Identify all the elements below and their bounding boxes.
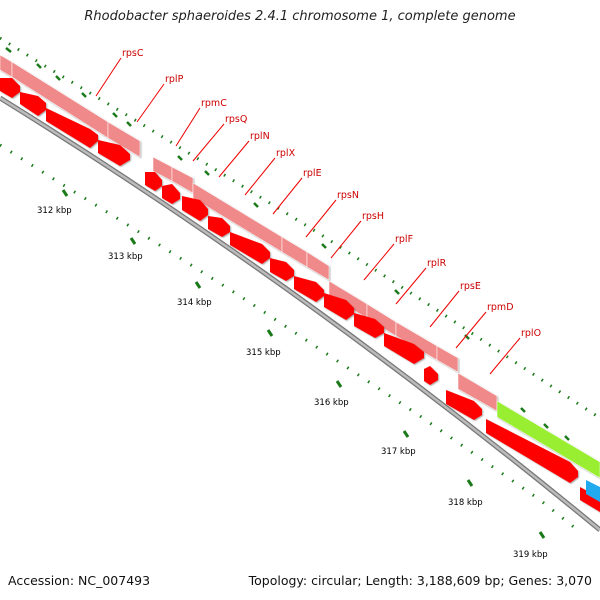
gene-label-rpsE[interactable]: rpsE xyxy=(460,281,481,292)
cds-rplO[interactable] xyxy=(384,333,424,364)
ruler-label: 314 kbp xyxy=(177,298,212,308)
cds-adk[interactable] xyxy=(446,390,482,420)
gene-rpsE[interactable] xyxy=(436,345,459,373)
cds-rpsH[interactable] xyxy=(230,232,270,264)
cds-rpsE[interactable] xyxy=(324,293,354,320)
accession-text: Accession: NC_007493 xyxy=(8,573,151,588)
gene-other-green[interactable] xyxy=(496,400,600,479)
cds-rpsN[interactable] xyxy=(208,216,230,237)
gene-label-rpmD[interactable]: rpmD xyxy=(487,302,514,313)
gene-rpmC[interactable] xyxy=(107,121,141,158)
cds-secY[interactable] xyxy=(424,366,438,385)
gene-labels: rpsC rplP rpmC rpsQ rplN rplX rplE rpsN … xyxy=(122,48,541,339)
ruler-label: 318 kbp xyxy=(448,498,483,508)
gene-label-rpsN[interactable]: rpsN xyxy=(337,190,359,201)
gene-rpsN[interactable] xyxy=(306,251,330,281)
cds-rplP[interactable] xyxy=(20,92,46,116)
cds-next[interactable] xyxy=(580,487,600,512)
genome-summary-text: Topology: circular; Length: 3,188,609 bp… xyxy=(248,573,592,588)
gene-label-rplX[interactable]: rplX xyxy=(276,148,296,159)
cds-rplF[interactable] xyxy=(270,258,294,281)
cds-rplR[interactable] xyxy=(294,276,324,302)
gc-content-track-outer xyxy=(0,36,600,420)
ruler-label: 319 kbp xyxy=(513,550,548,560)
cds-rpsC[interactable] xyxy=(0,78,20,98)
gene-label-leaders xyxy=(95,57,521,375)
cds-rplE[interactable] xyxy=(182,196,208,221)
gene-label-rpmC[interactable]: rpmC xyxy=(201,98,227,109)
gene-label-rpsH[interactable]: rpsH xyxy=(362,211,384,222)
gene-track-forward xyxy=(0,54,600,479)
gene-label-rpsQ[interactable]: rpsQ xyxy=(225,114,247,125)
ruler-label: 313 kbp xyxy=(108,252,143,262)
gene-rpsC[interactable] xyxy=(0,54,13,78)
map-title: Rhodobacter sphaeroides 2.4.1 chromosome… xyxy=(84,9,516,24)
gene-label-rpsC[interactable]: rpsC xyxy=(122,48,144,59)
gene-label-rplR[interactable]: rplR xyxy=(427,258,447,269)
gene-label-rplE[interactable]: rplE xyxy=(303,168,322,179)
cds-rpsQ[interactable] xyxy=(98,140,130,166)
gene-label-rplF[interactable]: rplF xyxy=(395,234,413,245)
cds-rpsM[interactable] xyxy=(486,419,578,483)
ruler-label: 312 kbp xyxy=(37,206,72,216)
ruler-major-ticks xyxy=(61,189,546,539)
cds-rplX[interactable] xyxy=(162,184,180,204)
ruler-label: 316 kbp xyxy=(314,398,349,408)
gene-label-rplN[interactable]: rplN xyxy=(250,131,270,142)
cds-rpmC[interactable] xyxy=(46,108,98,148)
gene-label-rplO[interactable]: rplO xyxy=(521,328,541,339)
gene-other-blue[interactable] xyxy=(586,480,600,502)
backbone xyxy=(0,95,600,532)
gene-label-rplP[interactable]: rplP xyxy=(165,74,184,85)
gc-content-track-inner xyxy=(0,143,576,530)
ruler-label: 315 kbp xyxy=(246,348,281,358)
cds-rplN[interactable] xyxy=(145,172,162,191)
cds-rpmD[interactable] xyxy=(354,313,384,338)
cds-track xyxy=(0,78,600,512)
ruler-labels: 312 kbp 313 kbp 314 kbp 315 kbp 316 kbp … xyxy=(37,206,548,560)
ruler-label: 317 kbp xyxy=(381,447,416,457)
